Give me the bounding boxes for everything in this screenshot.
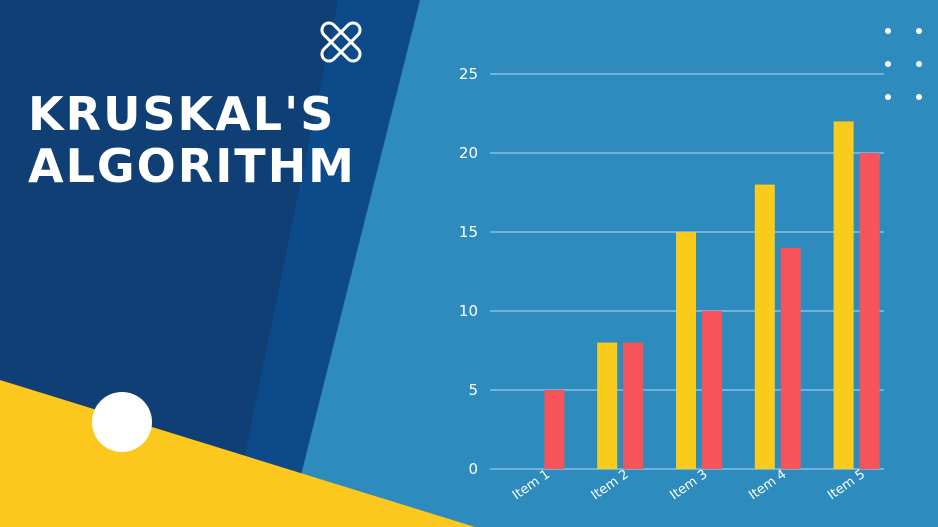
- y-tick-label: 0: [468, 460, 478, 478]
- x-axis-labels: Item 1 Item 2 Item 3 Item 4 Item 5: [510, 467, 868, 503]
- bar-series-2-1: [544, 390, 565, 469]
- bar-series-1-4: [754, 184, 775, 469]
- bar-series-1-3: [676, 232, 696, 469]
- y-tick-label: 20: [459, 144, 478, 162]
- y-tick-label: 25: [459, 65, 478, 83]
- y-axis-ticks: 0 5 10 15 20 25: [459, 65, 478, 478]
- dark-blue-panel: [0, 0, 338, 527]
- bars: [544, 121, 880, 470]
- close-icon: [320, 21, 362, 63]
- circle-decoration-icon: [92, 392, 152, 452]
- bar-series-1-2: [597, 342, 618, 469]
- page-title: KRUSKAL'S ALGORITHM: [28, 88, 356, 192]
- title-line-1: KRUSKAL'S: [28, 87, 336, 141]
- bar-series-2-5: [859, 153, 880, 469]
- y-tick-label: 5: [468, 381, 478, 399]
- bar-series-2-3: [702, 311, 722, 469]
- x-tick-label: Item 4: [746, 467, 789, 503]
- bar-series-2-4: [780, 247, 801, 469]
- title-line-2: ALGORITHM: [28, 139, 356, 193]
- bar-series-1-5: [833, 121, 854, 470]
- x-tick-label: Item 5: [825, 467, 868, 503]
- x-tick-label: Item 3: [667, 467, 710, 503]
- x-tick-label: Item 1: [510, 467, 553, 503]
- dot-grid-icon: [885, 28, 922, 100]
- x-tick-label: Item 2: [589, 467, 632, 503]
- y-tick-label: 15: [459, 223, 478, 241]
- bar-series-2-2: [623, 342, 644, 469]
- y-tick-label: 10: [459, 302, 478, 320]
